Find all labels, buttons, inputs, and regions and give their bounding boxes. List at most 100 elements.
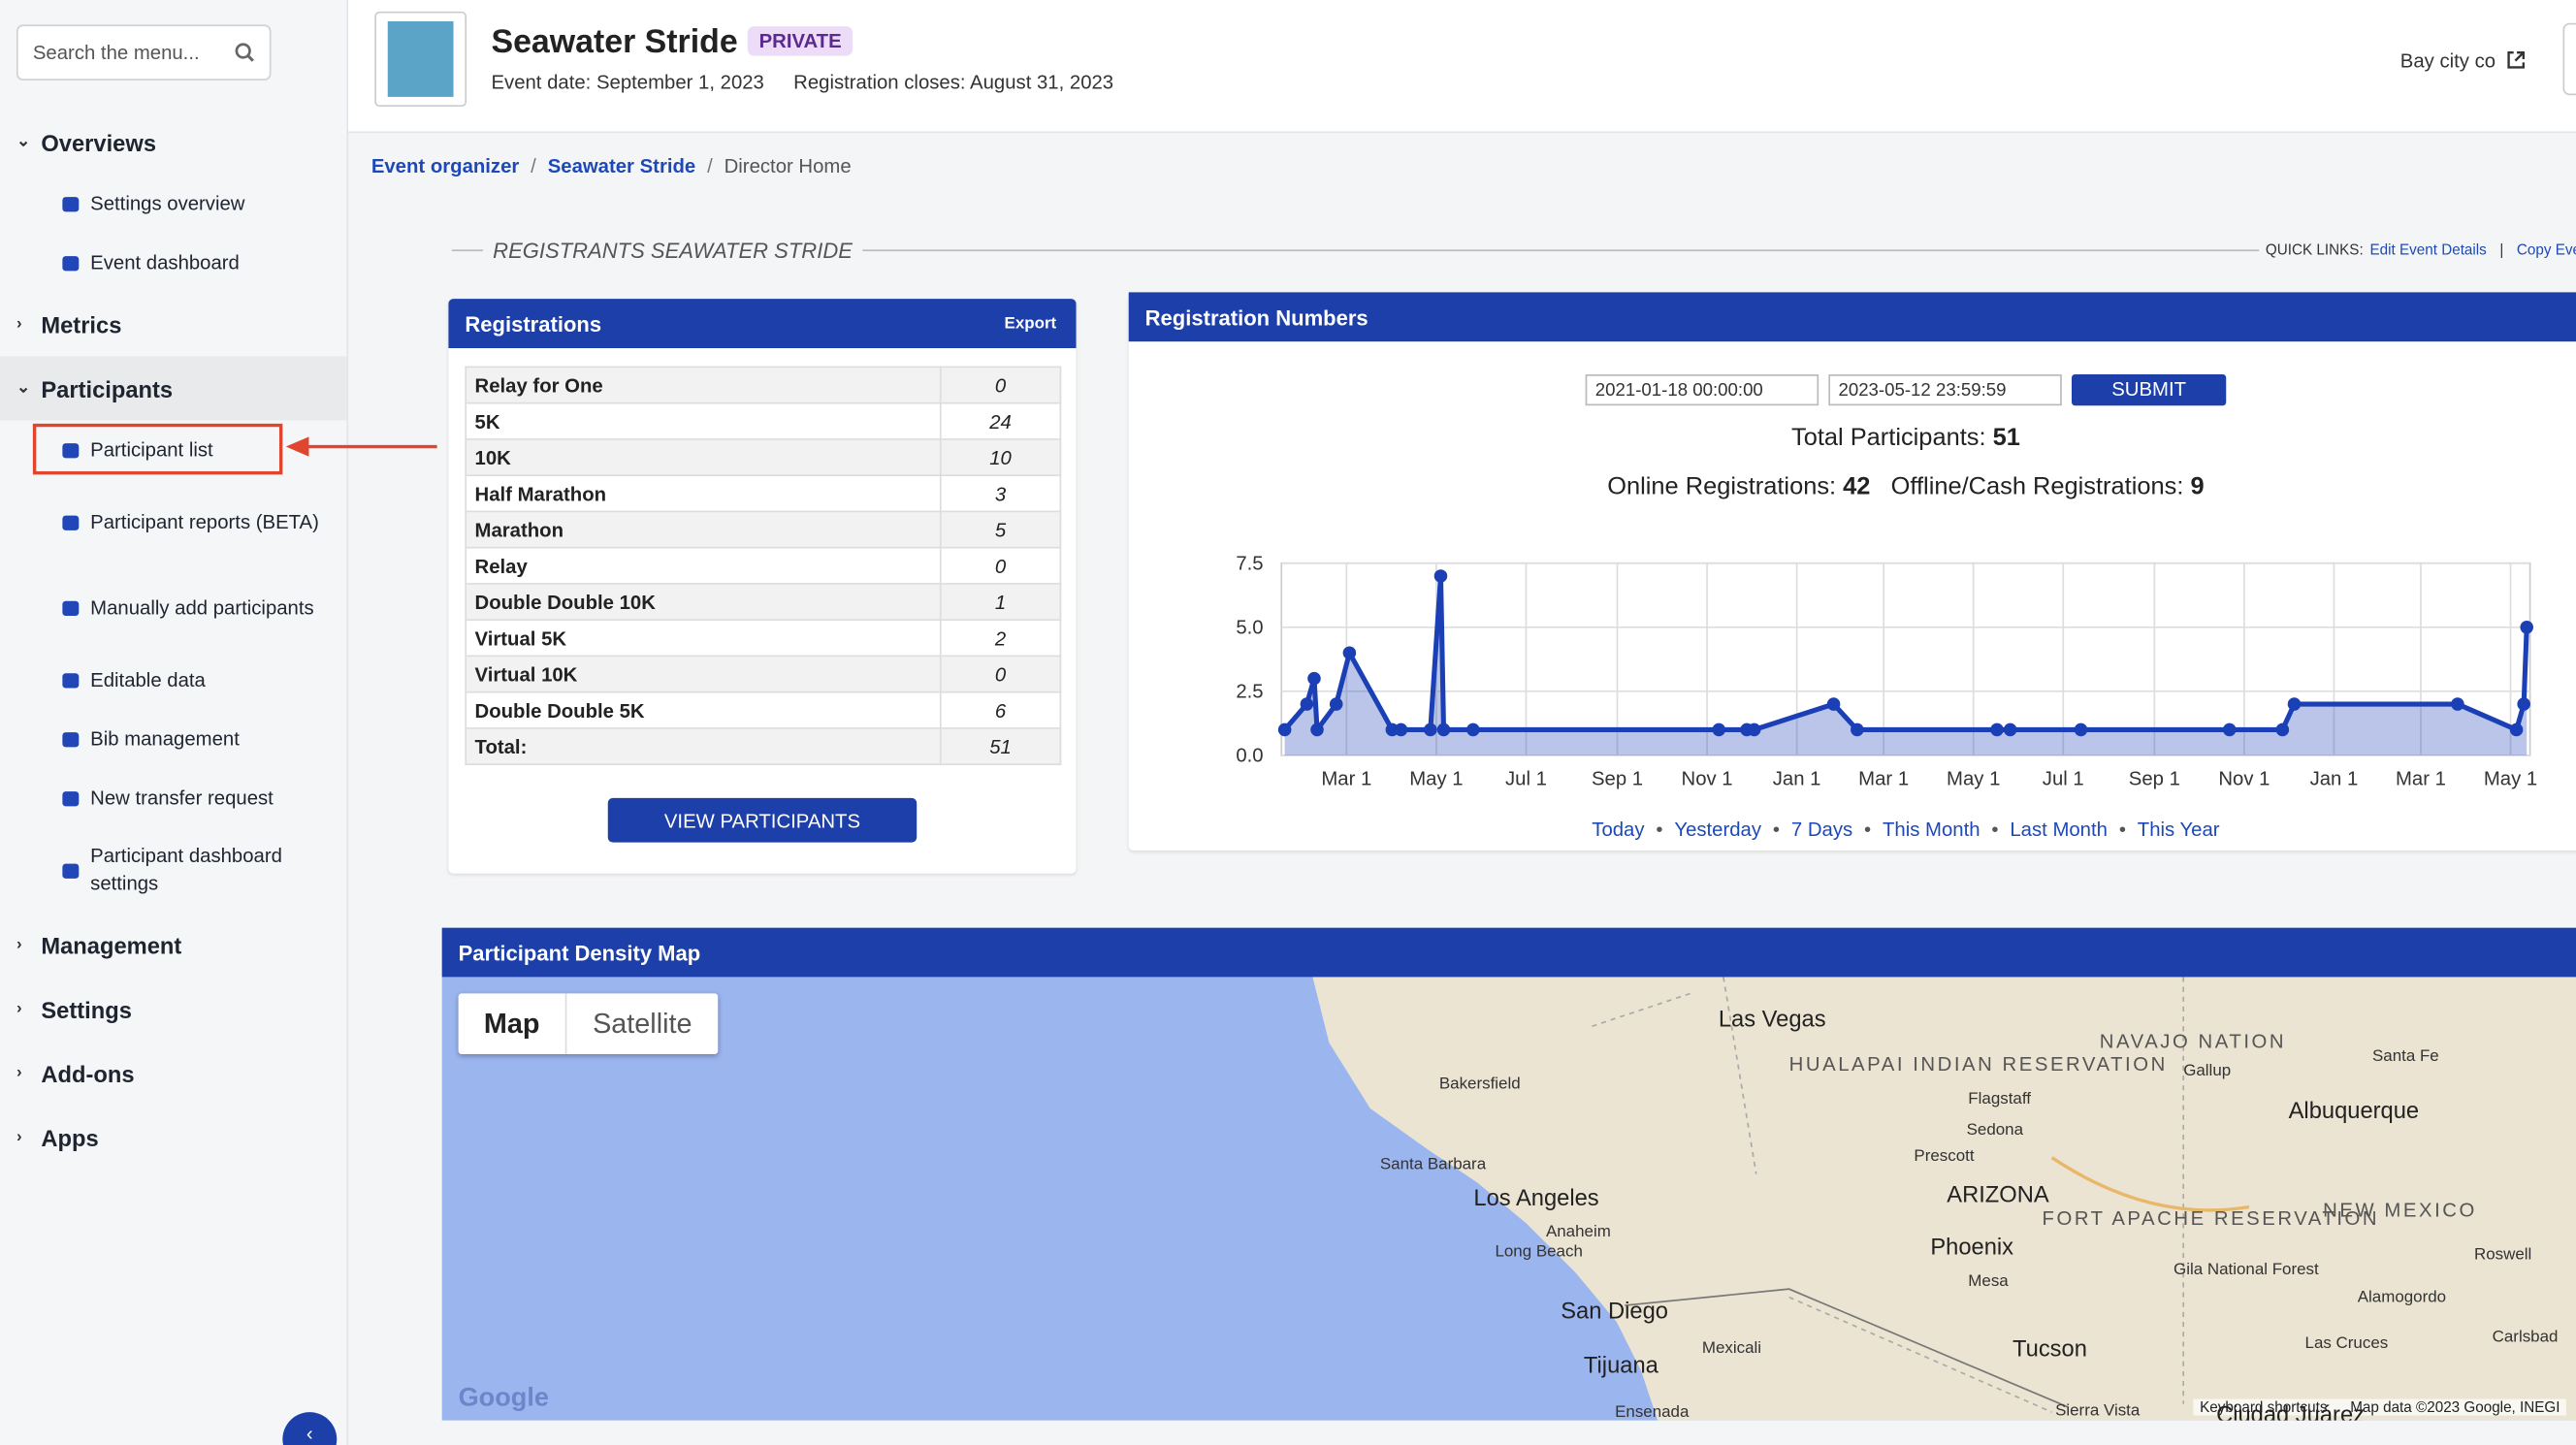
external-icon [2507, 50, 2526, 69]
offline-label: Offline/Cash Registrations: [1890, 472, 2184, 501]
section-title: Participants [41, 374, 174, 401]
row-label: Virtual 5K [465, 619, 942, 658]
section-title: Overviews [41, 128, 157, 156]
end-date-input[interactable]: 2023-05-12 23:59:59 [1828, 374, 2062, 406]
table-row: Virtual 10K 0 [465, 655, 1062, 693]
range-link[interactable]: Yesterday [1674, 818, 1762, 841]
table-row: 10K 10 [465, 438, 1062, 477]
x-tick-label: Jan 1 [1773, 768, 1821, 789]
map-label: Prescott [1914, 1147, 1975, 1167]
search-icon [235, 43, 254, 62]
row-count: 0 [939, 655, 1062, 693]
section-title: Metrics [41, 310, 122, 337]
range-link[interactable]: 7 Days [1790, 818, 1853, 841]
row-count: 1 [939, 583, 1062, 622]
point [1277, 722, 1292, 737]
breadcrumbs: Event organizer / Seawater Stride / Director… [371, 154, 852, 177]
map-button[interactable]: Map [459, 993, 567, 1055]
table-row: Double Double 5K 6 [465, 690, 1062, 729]
range-link[interactable]: This Month [1882, 818, 1980, 841]
section-title: Apps [41, 1123, 99, 1151]
nav-item[interactable]: Bib management [0, 709, 337, 768]
nav-section[interactable]: ⌄ Participants [0, 356, 347, 421]
point [1990, 722, 2004, 737]
chevron: ⌄ [16, 133, 31, 151]
nav-item[interactable]: Participant reports (BETA) [0, 479, 337, 564]
panel-title: Registrations [465, 310, 602, 337]
x-tick-label: Mar 1 [2396, 768, 2446, 789]
nav-item[interactable]: Settings overview [0, 174, 337, 233]
google-logo: Google [458, 1384, 549, 1413]
panel-header: Registrations Export [448, 299, 1077, 348]
row-count: 6 [939, 690, 1062, 729]
nav-section[interactable]: › Settings [0, 977, 346, 1041]
point [1310, 722, 1324, 737]
total-label: Total Participants: [1790, 423, 1986, 452]
panel-header: Participant Density Map [441, 927, 2576, 978]
separator: • [1991, 818, 1999, 841]
satellite-button[interactable]: Satellite [593, 1007, 692, 1039]
row-label: Relay [465, 546, 942, 585]
map-label: Sierra Vista [2055, 1401, 2141, 1421]
point [1466, 722, 1480, 737]
table-row: 5K 24 [465, 401, 1062, 440]
event-title: Seawater Stride [491, 24, 738, 61]
map-label: Long Beach [1495, 1242, 1583, 1262]
map-label: NEW MEXICO [2323, 1199, 2477, 1222]
view-participants-button[interactable]: VIEW PARTICIPANTS [607, 797, 918, 843]
nav-section[interactable]: › Metrics [0, 292, 346, 356]
range-link[interactable]: Last Month [2010, 818, 2108, 841]
range-link[interactable]: Today [1592, 818, 1645, 841]
nav-icon [62, 599, 80, 616]
nav-item[interactable]: New transfer request [0, 768, 337, 827]
nav-item[interactable]: Participant dashboard settings [0, 827, 337, 913]
nav-section[interactable]: ⌄ Overviews [0, 110, 346, 174]
table-row: Total: 51 [465, 727, 1062, 766]
map-label: San Diego [1561, 1297, 1668, 1324]
highlight-box [32, 423, 283, 475]
keyboard-shortcuts[interactable]: Keyboard shortcuts [2200, 1398, 2328, 1416]
collapse-button[interactable]: ‹ [282, 1412, 338, 1445]
header-button[interactable] [2562, 22, 2576, 96]
nav-item[interactable]: Participant list [0, 420, 337, 479]
map-label: HUALAPAI INDIAN RESERVATION [1788, 1052, 2168, 1076]
nav-section[interactable]: › Management [0, 913, 346, 977]
chevron: ⌄ [16, 379, 31, 398]
map-label: Flagstaff [1968, 1090, 2031, 1108]
chevron: › [16, 936, 22, 954]
nav-section[interactable]: › Apps [0, 1106, 346, 1170]
map-footer: Keyboard shortcuts Map data ©2023 Google,… [2193, 1398, 2567, 1416]
export-link[interactable]: Export [1004, 314, 1057, 333]
row-label: Virtual 10K [465, 655, 942, 693]
row-count: 51 [939, 727, 1062, 766]
point [1307, 671, 1321, 686]
start-date-input[interactable]: 2021-01-18 00:00:00 [1585, 374, 1819, 406]
separator: / [707, 154, 713, 177]
breadcrumb[interactable]: Event organizer [370, 154, 520, 177]
submit-button[interactable]: SUBMIT [2072, 374, 2227, 406]
map-label: Phoenix [1930, 1233, 2014, 1260]
row-count: 5 [939, 510, 1062, 549]
item-label: Participant dashboard settings [90, 844, 282, 895]
x-tick-label: Jul 1 [1505, 768, 1547, 789]
x-tick-label: Mar 1 [1858, 768, 1909, 789]
organization[interactable]: Bay city co [2399, 48, 2496, 73]
map[interactable]: Map Satellite Google Keyboard shortcuts M… [441, 977, 2576, 1421]
nav-item[interactable]: Event dashboard [0, 233, 337, 292]
quick-link[interactable]: Edit Event Details [2369, 241, 2487, 258]
range-link[interactable]: This Year [2137, 818, 2220, 841]
nav-icon [62, 514, 80, 530]
point [1826, 697, 1841, 711]
nav-item[interactable]: Manually add participants [0, 564, 337, 650]
nav-section[interactable]: › Add-ons [0, 1041, 346, 1105]
x-tick-label: Jan 1 [2310, 768, 2359, 789]
search-box[interactable]: Search the menu... [16, 24, 272, 80]
breadcrumb[interactable]: Seawater Stride [547, 154, 696, 177]
nav-item[interactable]: Editable data [0, 651, 337, 710]
table-row: Half Marathon 3 [465, 474, 1062, 513]
quick-links: QUICK LINKS: Edit Event Details | Copy Even… [2266, 241, 2576, 258]
nav-icon [62, 442, 80, 458]
map-label: ARIZONA [1947, 1180, 2049, 1207]
quick-link[interactable]: Copy Event [2516, 241, 2576, 258]
